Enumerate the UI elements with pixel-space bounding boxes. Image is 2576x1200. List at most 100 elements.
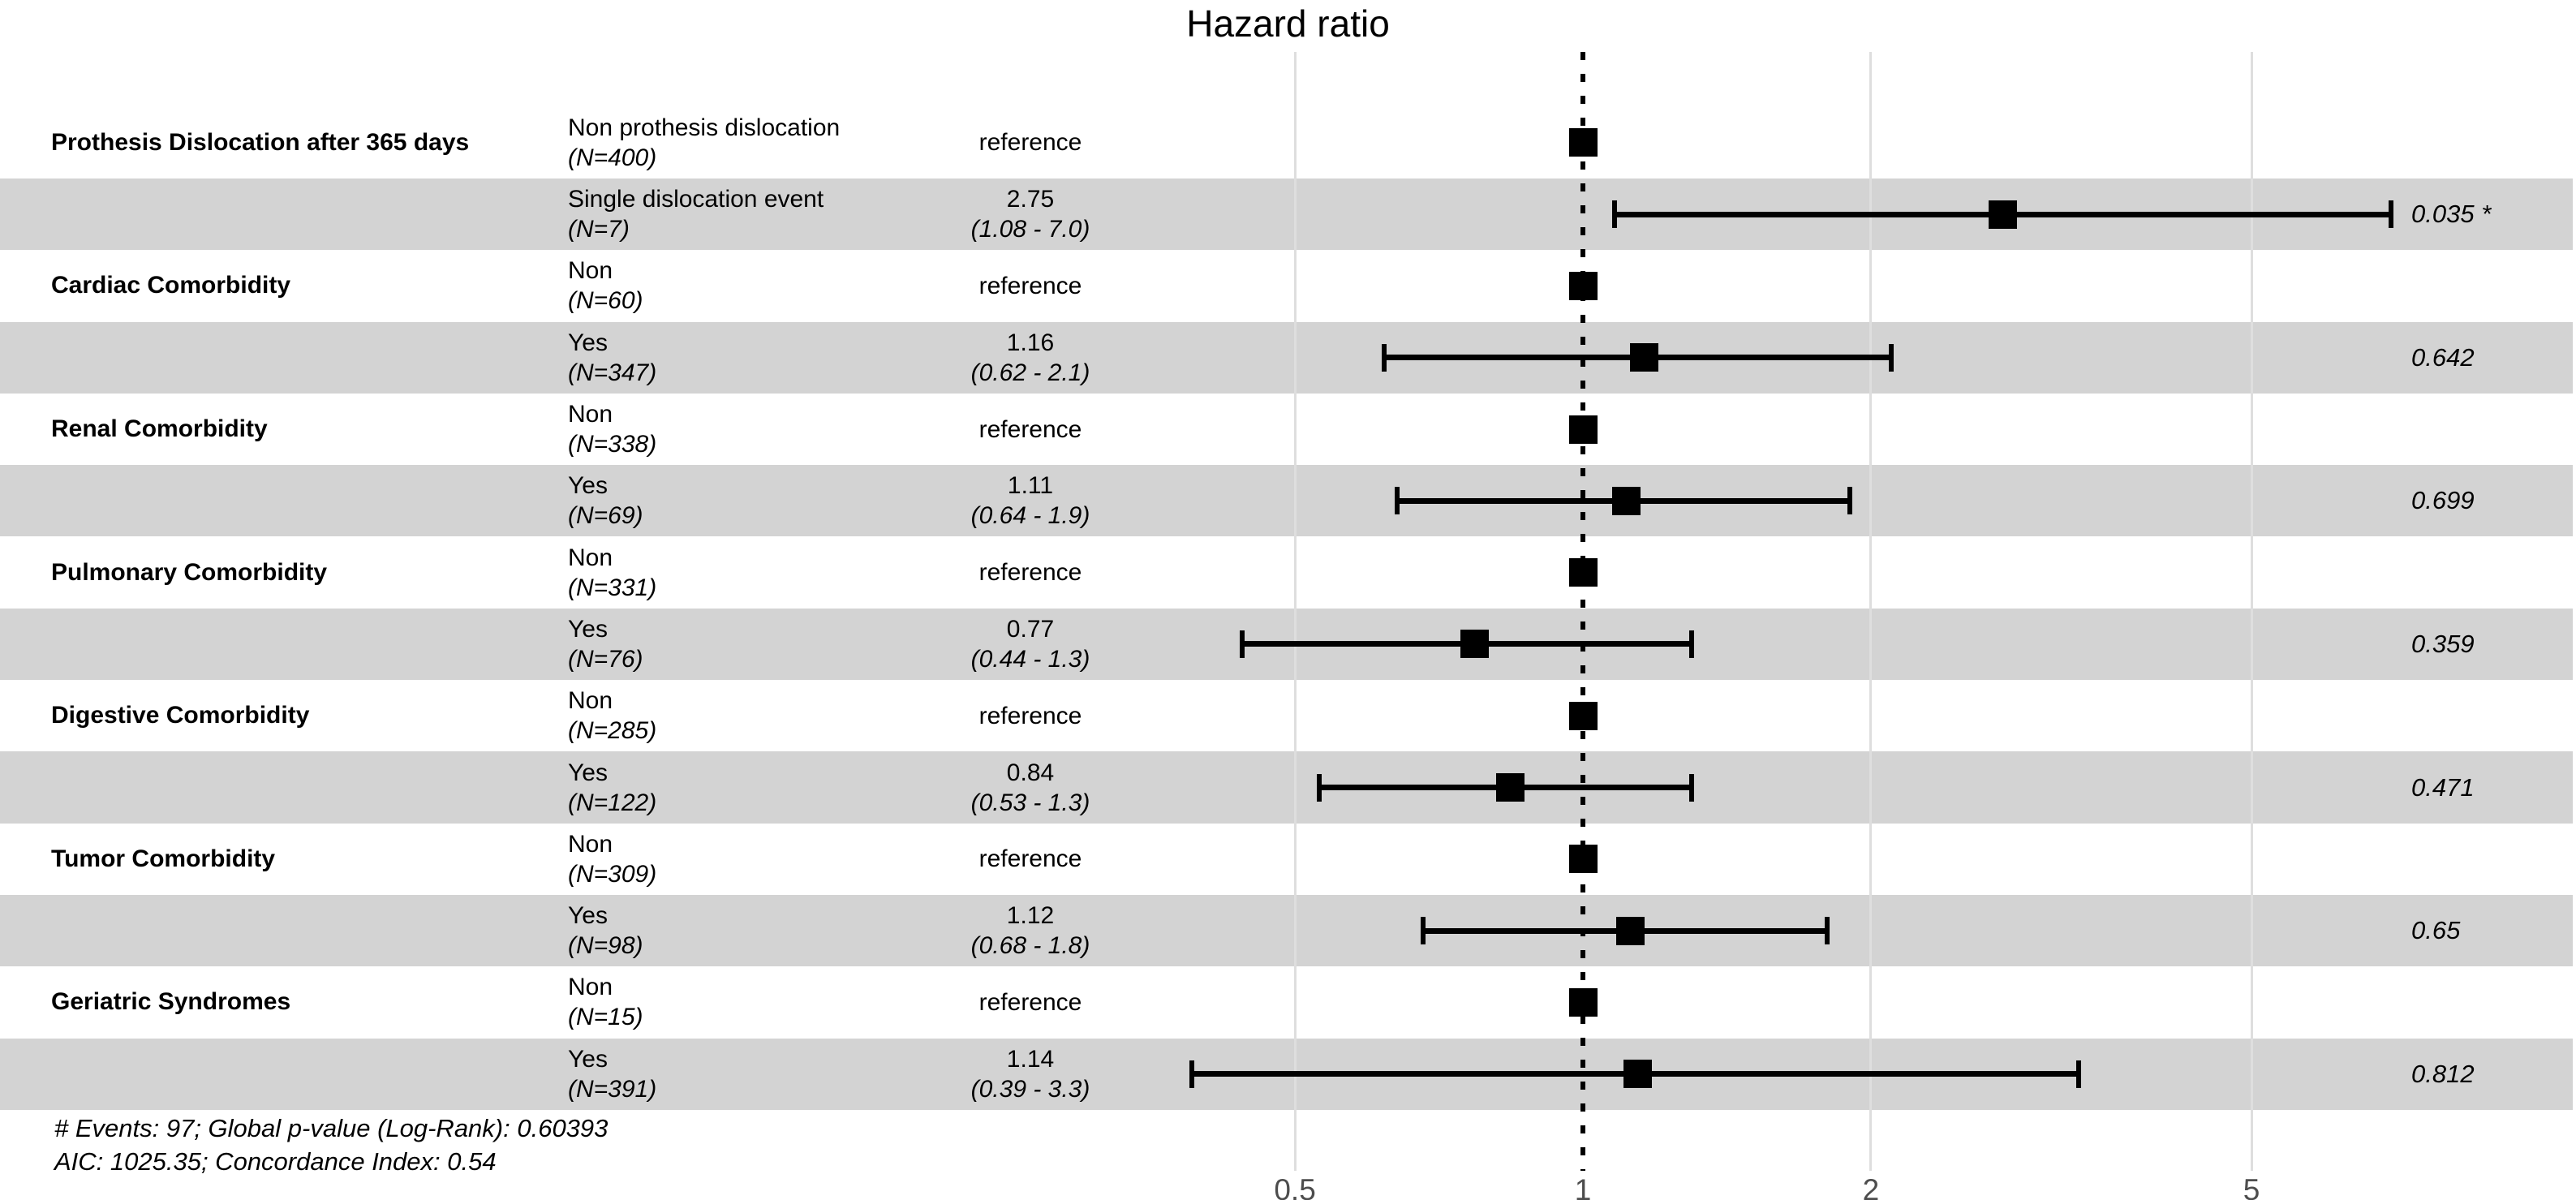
n-label: (N=347) [568,359,657,386]
n-label: (N=122) [568,789,657,816]
p-value-label: 0.699 [2411,486,2475,515]
level-label: Non [568,974,613,1001]
level-cell: Yes (N=69) [568,465,990,536]
n-label: (N=285) [568,717,657,745]
level-label: Non [568,830,613,858]
p-value-label [2411,680,2574,751]
hr-marker [1611,486,1641,515]
row-band [0,465,2573,537]
variable-label [51,895,554,966]
x-tick-label: 1 [1574,1173,1592,1200]
p-value-label: 0.642 [2411,342,2475,372]
level-cell: Yes (N=98) [568,895,990,966]
ci-label: (1.08 - 7.0) [970,216,1090,243]
p-value-label [2411,107,2574,178]
ci-cap-left [1612,200,1618,229]
n-label: (N=338) [568,431,657,458]
hr-marker [1568,128,1598,157]
hr-marker [1623,1060,1652,1089]
level-cell: Yes (N=347) [568,322,990,394]
estimate-value: reference [978,559,1082,587]
gridline [1293,52,1297,1171]
ci-cap-left [1239,630,1245,658]
table-row: Geriatric Syndromes Non (N=15) reference [0,966,2576,1038]
table-row: Renal Comorbidity Non (N=338) reference [0,394,2576,465]
level-cell: Yes (N=391) [568,1039,990,1110]
estimate-cell: reference [868,107,1193,178]
estimate-value: 1.14 [1006,1045,1055,1073]
footer: # Events: 97; Global p-value (Log-Rank):… [54,1112,608,1178]
level-label: Yes [568,759,608,786]
estimate-value: reference [978,415,1082,443]
estimate-cell: reference [868,824,1193,895]
table-row: Yes (N=347) 1.16 (0.62 - 2.1) 0.642 [0,322,2576,394]
hr-marker [1568,987,1598,1017]
ci-cap-left [1395,487,1400,515]
estimate-value: 1.16 [1006,329,1055,356]
n-label: (N=69) [568,502,643,530]
ci-cap-right [1689,630,1695,658]
ci-label: (0.68 - 1.8) [970,932,1090,960]
variable-label: Tumor Comorbidity [51,845,276,872]
variable-label [51,751,554,823]
estimate-value: 1.12 [1006,902,1055,930]
table-row: Yes (N=69) 1.11 (0.64 - 1.9) 0.699 [0,465,2576,536]
ci-cap-left [1316,773,1322,802]
ci-cap-right [2389,200,2394,229]
estimate-cell: reference [868,250,1193,321]
table-row: Yes (N=122) 0.84 (0.53 - 1.3) 0.471 [0,751,2576,823]
level-label: Yes [568,902,608,930]
reference-line [1580,52,1585,1171]
estimate-value: 0.77 [1006,615,1055,643]
p-value-label [2411,250,2574,321]
table-row: Yes (N=391) 1.14 (0.39 - 3.3) 0.812 [0,1039,2576,1110]
ci-cap-right [1824,917,1830,945]
n-label: (N=400) [568,144,657,171]
estimate-cell: 1.12 (0.68 - 1.8) [868,895,1193,966]
level-label: Non [568,687,613,715]
hr-marker [1568,701,1598,730]
row-band [0,751,2573,824]
estimate-cell: 1.11 (0.64 - 1.9) [868,465,1193,536]
ci-label: (0.64 - 1.9) [970,502,1090,530]
variable-label [51,609,554,680]
n-label: (N=76) [568,645,643,673]
ci-cap-right [1689,773,1695,802]
level-label: Yes [568,1045,608,1073]
ci-cap-right [1888,343,1894,372]
estimate-cell: reference [868,394,1193,465]
table-row: Tumor Comorbidity Non (N=309) reference [0,824,2576,895]
p-value-label: 0.035 * [2411,200,2492,229]
table-row: Cardiac Comorbidity Non (N=60) reference [0,250,2576,321]
ci-cap-left [1189,1060,1194,1088]
hr-marker [1568,845,1598,874]
p-value-label: 0.471 [2411,772,2475,802]
level-cell: Yes (N=122) [568,751,990,823]
footer-line-1: # Events: 97; Global p-value (Log-Rank):… [54,1114,609,1142]
p-value-label: 0.359 [2411,629,2475,658]
x-tick-label: 2 [1862,1173,1880,1200]
level-cell: Non (N=285) [568,680,990,751]
ci-label: (0.62 - 2.1) [970,359,1090,386]
table-row: Prothesis Dislocation after 365 days Non… [0,107,2576,178]
variable-label: Cardiac Comorbidity [51,272,291,299]
ci-label: (0.39 - 3.3) [970,1075,1090,1103]
hr-marker [1989,200,2018,229]
level-cell: Non (N=331) [568,537,990,609]
level-cell: Non (N=338) [568,394,990,465]
n-label: (N=98) [568,932,643,960]
variable-label: Pulmonary Comorbidity [51,558,328,586]
variable-label: Prothesis Dislocation after 365 days [51,128,470,156]
n-label: (N=391) [568,1075,657,1103]
n-label: (N=309) [568,860,657,888]
level-label: Non [568,257,613,285]
estimate-value: reference [978,272,1082,299]
estimate-cell: 0.77 (0.44 - 1.3) [868,609,1193,680]
estimate-cell: reference [868,966,1193,1038]
level-cell: Non (N=309) [568,824,990,895]
estimate-cell: 0.84 (0.53 - 1.3) [868,751,1193,823]
hr-marker [1568,271,1598,300]
level-label: Non [568,544,613,571]
variable-label: Renal Comorbidity [51,415,268,443]
